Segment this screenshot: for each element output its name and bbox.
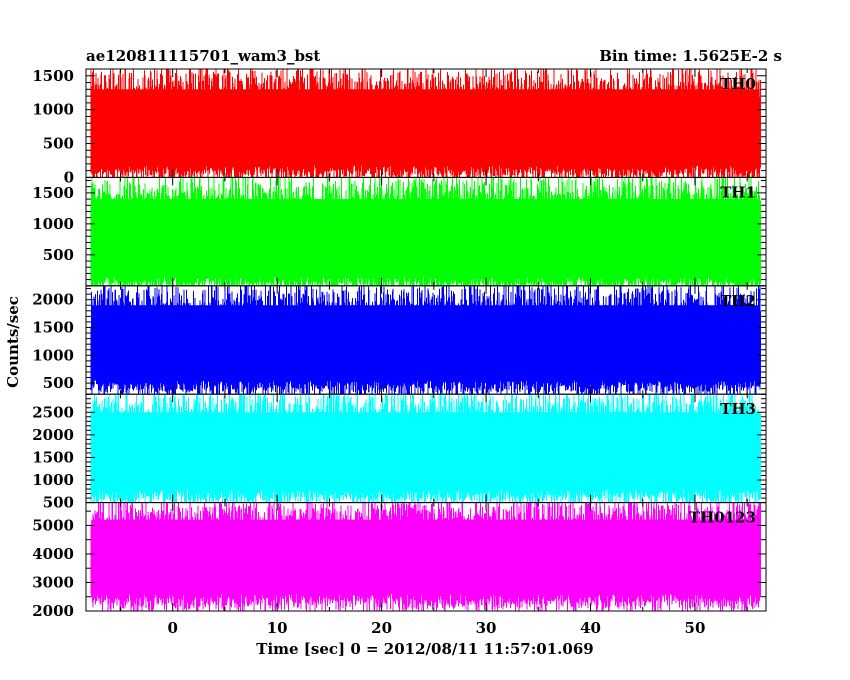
panel-label-th0: TH0 <box>720 75 756 93</box>
series-th3-core <box>91 412 760 490</box>
series-th0-core <box>91 89 760 166</box>
y-tick-label: 500 <box>43 494 74 512</box>
x-tick-label: 10 <box>267 619 288 637</box>
x-axis-label: Time [sec] 0 = 2012/08/11 11:57:01.069 <box>256 640 593 658</box>
panel-label-th1: TH1 <box>720 183 756 201</box>
series-th0123-core <box>91 519 760 594</box>
y-tick-label: 500 <box>43 246 74 264</box>
panel-label-th0123: TH0123 <box>689 509 756 527</box>
y-axis-label: Counts/sec <box>4 296 22 388</box>
panel-frame <box>85 502 767 612</box>
series-th2-core <box>91 305 760 381</box>
panel-label-th3: TH3 <box>720 400 756 418</box>
y-tick-label: 3000 <box>32 573 74 591</box>
x-tick-label: 20 <box>371 619 392 637</box>
panel-th2: 500 1000 1500 2000 TH2 <box>32 285 767 395</box>
x-tick-label: 30 <box>476 619 497 637</box>
series-th1-core <box>91 199 760 277</box>
y-tick-label: 1500 <box>32 67 74 85</box>
x-tick-label: 0 <box>167 619 177 637</box>
panel-th0123: 2000 3000 4000 5000 TH0123 <box>32 502 767 620</box>
y-tick-label: 1000 <box>32 346 74 364</box>
y-tick-label: 1000 <box>32 101 74 119</box>
panel-label-th2: TH2 <box>720 292 756 310</box>
y-tick-label: 2000 <box>32 426 74 444</box>
y-tick-label: 4000 <box>32 545 74 563</box>
y-tick-label: 1500 <box>32 318 74 336</box>
panel-th0: 0 500 1000 1500 TH0 <box>32 67 767 186</box>
y-tick-label: 1500 <box>32 184 74 202</box>
panel-th3: 500 1000 1500 2000 2500 TH3 <box>32 393 767 512</box>
chart-title-right: Bin time: 1.5625E-2 s <box>599 47 782 65</box>
y-tick-label: 5000 <box>32 516 74 534</box>
y-tick-label: 0 <box>64 168 74 186</box>
y-tick-label: 1000 <box>32 215 74 233</box>
y-tick-label: 500 <box>43 135 74 153</box>
y-tick-label: 1000 <box>32 471 74 489</box>
chart-title-left: ae120811115701_wam3_bst <box>86 47 320 65</box>
y-tick-label: 2000 <box>32 602 74 620</box>
y-tick-label: 2000 <box>32 291 74 309</box>
panel-th1: 500 1000 1500 TH1 <box>32 176 767 287</box>
x-tick-label: 50 <box>685 619 706 637</box>
y-tick-label: 500 <box>43 374 74 392</box>
y-tick-label: 1500 <box>32 448 74 466</box>
y-tick-label: 2500 <box>32 403 74 421</box>
x-tick-label: 40 <box>580 619 601 637</box>
